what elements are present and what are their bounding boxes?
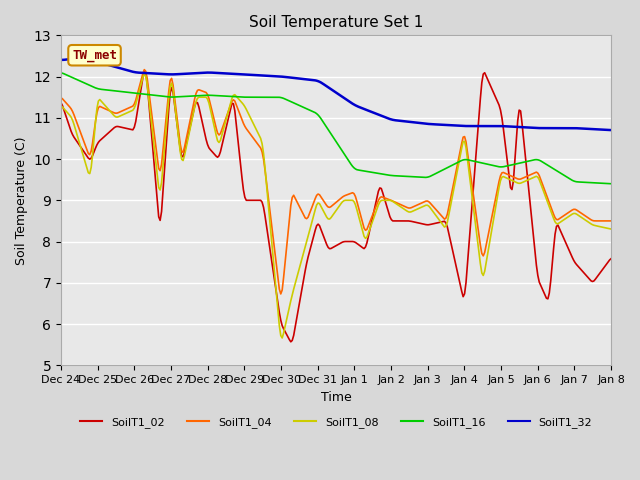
SoilT1_16	[340, 151, 348, 156]
SoilT1_02	[534, 273, 541, 278]
SoilT1_08	[76, 141, 84, 146]
SoilT1_04	[57, 95, 65, 101]
SoilT1_02	[343, 239, 351, 244]
Line: SoilT1_32: SoilT1_32	[61, 59, 611, 130]
SoilT1_16	[449, 162, 457, 168]
SoilT1_16	[607, 181, 615, 187]
SoilT1_16	[93, 85, 100, 91]
SoilT1_08	[278, 335, 286, 341]
SoilT1_04	[93, 110, 100, 116]
Line: SoilT1_04: SoilT1_04	[61, 70, 611, 294]
SoilT1_02	[606, 257, 614, 263]
SoilT1_04	[141, 67, 148, 72]
SoilT1_02	[141, 68, 148, 74]
Text: TW_met: TW_met	[72, 49, 117, 62]
SoilT1_16	[76, 78, 84, 84]
SoilT1_32	[607, 127, 615, 133]
SoilT1_32	[74, 56, 82, 61]
SoilT1_04	[452, 169, 460, 175]
Line: SoilT1_02: SoilT1_02	[61, 71, 611, 342]
SoilT1_02	[452, 263, 460, 268]
SoilT1_04	[534, 170, 541, 176]
SoilT1_16	[57, 70, 65, 76]
Line: SoilT1_16: SoilT1_16	[61, 73, 611, 184]
SoilT1_04	[606, 218, 614, 224]
SoilT1_08	[607, 226, 615, 232]
SoilT1_02	[607, 256, 615, 262]
SoilT1_02	[93, 142, 100, 148]
SoilT1_04	[343, 192, 351, 198]
SoilT1_08	[141, 71, 148, 77]
SoilT1_04	[607, 218, 615, 224]
Title: Soil Temperature Set 1: Soil Temperature Set 1	[249, 15, 423, 30]
SoilT1_32	[77, 56, 85, 61]
SoilT1_08	[57, 103, 65, 109]
SoilT1_02	[76, 143, 84, 148]
Legend: SoilT1_02, SoilT1_04, SoilT1_08, SoilT1_16, SoilT1_32: SoilT1_02, SoilT1_04, SoilT1_08, SoilT1_…	[76, 412, 596, 432]
SoilT1_32	[95, 60, 102, 65]
SoilT1_08	[93, 106, 100, 111]
Line: SoilT1_08: SoilT1_08	[61, 74, 611, 338]
SoilT1_32	[532, 125, 540, 131]
SoilT1_16	[531, 157, 539, 163]
SoilT1_32	[451, 122, 458, 128]
SoilT1_08	[606, 226, 614, 232]
SoilT1_02	[57, 100, 65, 106]
SoilT1_02	[287, 339, 294, 345]
SoilT1_08	[452, 175, 460, 181]
SoilT1_04	[76, 127, 84, 133]
SoilT1_32	[604, 127, 612, 133]
SoilT1_32	[57, 57, 65, 63]
X-axis label: Time: Time	[321, 391, 351, 404]
SoilT1_08	[343, 197, 351, 203]
SoilT1_04	[277, 291, 285, 297]
SoilT1_32	[342, 96, 349, 102]
Y-axis label: Soil Temperature (C): Soil Temperature (C)	[15, 136, 28, 264]
SoilT1_08	[534, 174, 541, 180]
SoilT1_16	[603, 180, 611, 186]
